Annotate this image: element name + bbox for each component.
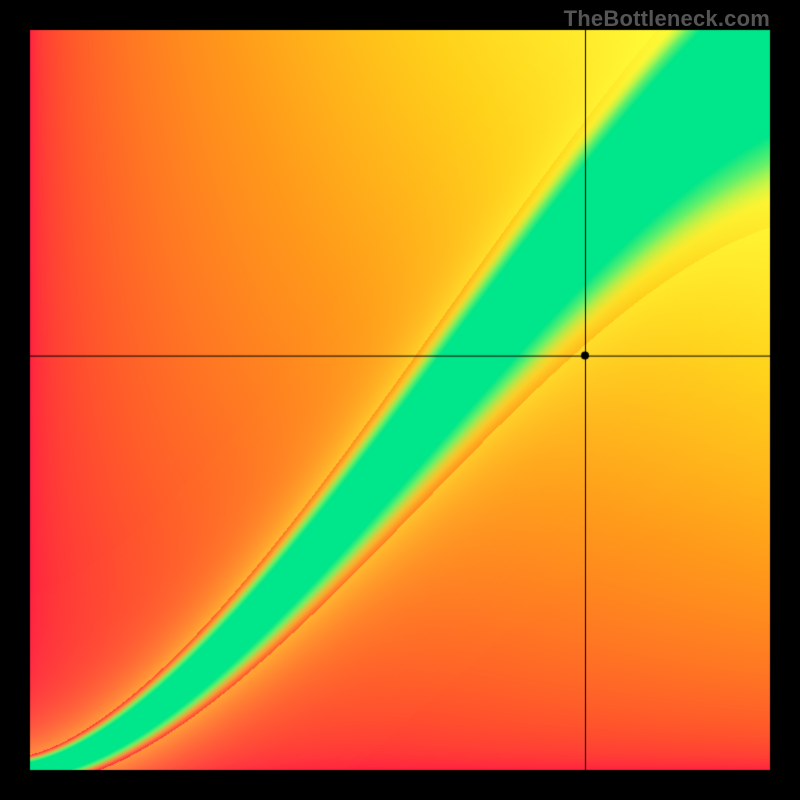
- bottleneck-heatmap: [0, 0, 800, 800]
- watermark-text: TheBottleneck.com: [564, 6, 770, 32]
- chart-container: TheBottleneck.com: [0, 0, 800, 800]
